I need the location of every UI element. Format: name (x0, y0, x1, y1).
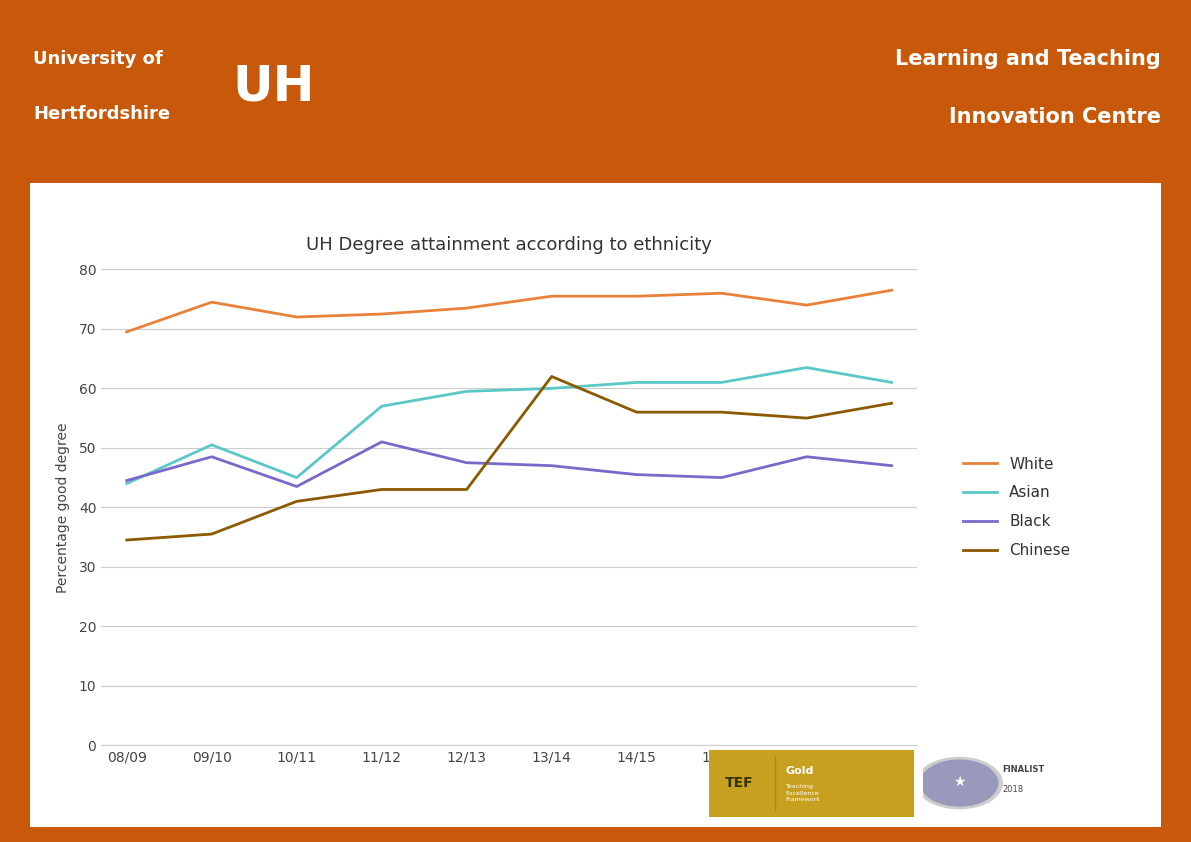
Title: UH Degree attainment according to ethnicity: UH Degree attainment according to ethnic… (306, 236, 712, 254)
Text: Learning and Teaching: Learning and Teaching (896, 49, 1161, 69)
Text: Hertfordshire: Hertfordshire (33, 105, 170, 123)
Chinese (289, 496, 304, 506)
Chinese (119, 535, 133, 545)
Text: ★: ★ (953, 775, 966, 789)
Asian (630, 377, 644, 387)
Text: Teaching
Excellence
Framework: Teaching Excellence Framework (786, 785, 821, 802)
Text: 2018: 2018 (1002, 786, 1023, 794)
Chinese (460, 484, 474, 494)
Black (460, 458, 474, 468)
Chinese (374, 484, 388, 494)
Black (715, 472, 729, 482)
White (119, 327, 133, 337)
Black (544, 461, 559, 471)
White (885, 285, 899, 296)
Asian (119, 478, 133, 488)
Legend: White, Asian, Black, Chinese: White, Asian, Black, Chinese (958, 450, 1077, 564)
Line: Asian: Asian (126, 368, 892, 483)
Text: FINALIST: FINALIST (1002, 765, 1045, 774)
Black (630, 470, 644, 480)
Black (885, 461, 899, 471)
Asian (715, 377, 729, 387)
Text: Innovation Centre: Innovation Centre (949, 108, 1161, 127)
Text: TEF: TEF (725, 776, 754, 790)
White (544, 291, 559, 301)
FancyBboxPatch shape (709, 751, 913, 817)
Line: Chinese: Chinese (126, 376, 892, 540)
White (630, 291, 644, 301)
Asian (799, 363, 813, 373)
Text: UH: UH (232, 62, 314, 110)
Chinese (630, 407, 644, 417)
Black (119, 476, 133, 486)
Asian (460, 386, 474, 397)
Asian (374, 401, 388, 411)
Black (799, 451, 813, 461)
Black (289, 482, 304, 492)
White (205, 297, 219, 307)
Chinese (885, 398, 899, 408)
Black (205, 451, 219, 461)
Asian (289, 472, 304, 482)
White (374, 309, 388, 319)
Asian (544, 383, 559, 393)
Asian (205, 440, 219, 450)
Chinese (205, 529, 219, 539)
Chinese (544, 371, 559, 381)
Circle shape (916, 758, 1002, 808)
White (289, 312, 304, 322)
Line: Black: Black (126, 442, 892, 487)
Asian (885, 377, 899, 387)
Circle shape (921, 760, 998, 806)
White (460, 303, 474, 313)
Y-axis label: Percentage good degree: Percentage good degree (56, 422, 70, 593)
Line: White: White (126, 290, 892, 332)
Text: University of: University of (33, 50, 163, 67)
Chinese (715, 407, 729, 417)
Chinese (799, 413, 813, 424)
White (799, 300, 813, 310)
White (715, 288, 729, 298)
Black (374, 437, 388, 447)
Text: Gold: Gold (786, 766, 815, 776)
